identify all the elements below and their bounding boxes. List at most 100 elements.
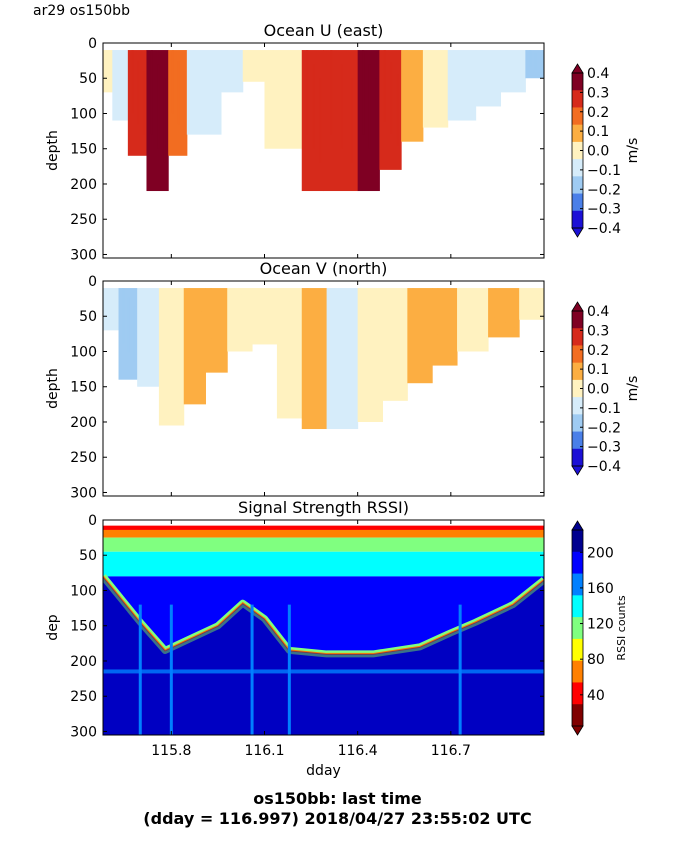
colorbar-extend-bottom [571, 227, 584, 238]
data-cell-stripe [306, 50, 309, 135]
colorbar-tick-label: −0.2 [587, 182, 621, 198]
data-cell-stripe [437, 288, 440, 335]
y-tick-label: 250 [70, 212, 97, 228]
data-cell-stripe [452, 303, 455, 351]
data-cell-stripe [394, 299, 397, 367]
data-cell-stripe [539, 294, 542, 314]
colorbar-tick-label: 0.2 [587, 105, 609, 121]
chart-panel-3: 0 50 100 150 200 250 300 115.8 116.1 116.4 116.7 Si… [45, 498, 628, 779]
colorbar-tick-label: 0.4 [587, 304, 609, 320]
y-tick-label: 300 [70, 485, 97, 501]
colorbar-tick-label: 200 [587, 545, 614, 561]
rssi-band [103, 527, 544, 538]
data-cell-stripe [271, 50, 274, 110]
data-cell-stripe [232, 288, 235, 327]
axes-frame [102, 519, 545, 736]
data-cell-stripe [312, 64, 315, 149]
colorbar-segment [572, 551, 583, 575]
data-cell-stripe [319, 78, 322, 163]
data-cell-stripe [314, 302, 317, 387]
data-cell-stripe [362, 50, 365, 135]
colorbar-segment [572, 638, 583, 662]
data-cell-stripe [283, 59, 286, 120]
rssi-top-band [103, 525, 544, 530]
data-cell-stripe [131, 50, 134, 114]
colorbar-label: RSSI counts [615, 595, 628, 660]
data-cell-stripe [124, 64, 127, 107]
data-cell-stripe [141, 288, 144, 348]
colorbar-tick-label: 0.1 [587, 124, 609, 140]
data-cell-stripe [472, 294, 475, 333]
x-tick-label: 116.1 [244, 743, 284, 759]
y-axis-label: dep [45, 614, 61, 641]
chart-panel-2: 0 50 100 150 200 250 300 Ocean V (north) depth 0.… [45, 259, 641, 501]
data-cell-stripe [127, 297, 130, 353]
colorbar-segment [572, 397, 583, 415]
y-axis-label: depth [45, 130, 61, 171]
y-tick-label: 300 [70, 724, 97, 740]
data-cell-stripe [238, 58, 241, 84]
colorbar-tick-label: −0.1 [587, 163, 621, 179]
colorbar-tick-label: 0.0 [587, 144, 609, 160]
data-cell-stripe [137, 60, 140, 125]
plot-area [103, 525, 544, 735]
data-cell-stripe [193, 50, 196, 101]
colorbar-segment [572, 362, 583, 381]
colorbar-extend-top [571, 520, 584, 531]
y-tick-label: 0 [88, 513, 97, 529]
colorbar-tick-label: 80 [587, 652, 605, 668]
data-cell-stripe [194, 299, 197, 370]
data-cell-stripe [495, 61, 498, 96]
data-cell-stripe [531, 291, 534, 311]
y-tick-label: 150 [70, 142, 97, 158]
colorbar-segment [572, 124, 583, 143]
x-tick-label: 116.7 [431, 743, 471, 759]
colorbar-tick-label: −0.1 [587, 401, 621, 417]
data-cell-stripe [177, 60, 180, 125]
data-cell-stripe [453, 50, 456, 93]
data-cell-stripe [163, 288, 166, 371]
data-cell-stripe [154, 307, 157, 367]
y-tick-label: 300 [70, 247, 97, 263]
colorbar-tick-label: 0.1 [587, 362, 609, 378]
plot-area [103, 50, 544, 192]
data-cell-stripe [281, 288, 284, 367]
data-cell-stripe [503, 292, 506, 323]
data-cell-stripe [222, 304, 225, 356]
data-cell-stripe [377, 314, 380, 396]
data-cell-stripe [209, 288, 212, 339]
data-cell-stripe [412, 288, 415, 346]
data-cell-stripe [115, 296, 118, 322]
data-cell-stripe [512, 297, 515, 328]
data-cell-stripe [480, 50, 483, 84]
chart-title: Signal Strength RSSI) [238, 498, 409, 517]
y-tick-label: 50 [79, 309, 97, 325]
data-cell-stripe [375, 78, 378, 163]
data-cell-stripe [529, 50, 532, 67]
data-cell-stripe [171, 50, 174, 114]
data-cell-stripe [524, 288, 527, 308]
data-cell-stripe [512, 54, 515, 80]
colorbar-tick-label: −0.3 [587, 440, 621, 456]
data-cell-stripe [494, 288, 497, 318]
colorbar-segment [572, 448, 583, 467]
colorbar-segment [572, 431, 583, 450]
data-cell-stripe [104, 50, 107, 76]
data-cell-stripe [405, 50, 408, 106]
colorbar-segment [572, 176, 583, 195]
rssi-band [103, 537, 544, 552]
data-cell-stripe [340, 64, 343, 149]
y-tick-label: 50 [79, 548, 97, 564]
data-cell-stripe [107, 54, 110, 80]
colorbar-segment [572, 210, 583, 229]
colorbar-tick-label: 0.0 [587, 382, 609, 398]
data-cell-stripe [133, 306, 136, 362]
rssi-deep-area [103, 576, 544, 735]
y-tick-label: 250 [70, 450, 97, 466]
colorbar-segment [572, 682, 583, 705]
colorbar-segment [572, 90, 583, 108]
colorbar-segment [572, 414, 583, 433]
data-cell-stripe [231, 54, 234, 80]
colorbar-segment [572, 311, 583, 329]
